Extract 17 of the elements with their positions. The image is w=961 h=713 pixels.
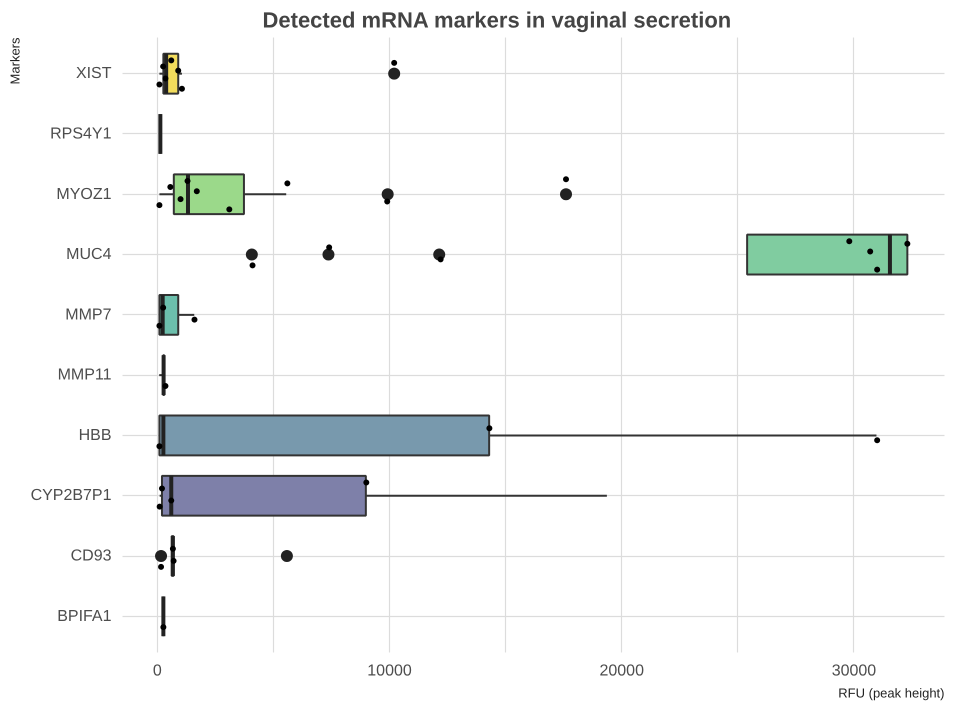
- y-tick-label: HBB: [78, 426, 112, 444]
- chart-title: Detected mRNA markers in vaginal secretion: [262, 8, 732, 32]
- y-tick-label: MYOZ1: [56, 186, 112, 203]
- x-tick-label: 0: [152, 662, 162, 680]
- x-tick-label: 20000: [599, 662, 644, 680]
- x-axis-title: RFU (peak height): [838, 686, 945, 700]
- y-tick-label: CD93: [70, 548, 112, 565]
- y-axis-title: Markers: [8, 37, 22, 84]
- y-tick-label: XIST: [76, 65, 112, 82]
- y-tick-label: MMP11: [58, 366, 112, 384]
- y-tick-label: MUC4: [66, 246, 112, 264]
- y-tick-label: MMP7: [65, 306, 112, 324]
- x-tick-label: 10000: [367, 662, 412, 680]
- y-tick-label: BPIFA1: [57, 608, 112, 625]
- x-tick-label: 30000: [832, 662, 876, 680]
- y-tick-label: CYP2B7P1: [30, 487, 112, 504]
- y-tick-label: RPS4Y1: [50, 125, 112, 142]
